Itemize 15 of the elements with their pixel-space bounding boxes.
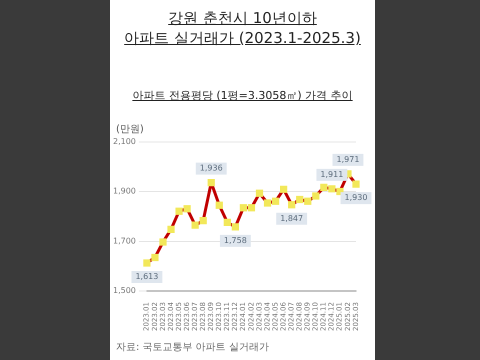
- y-tick-label: 1,500: [112, 286, 136, 296]
- data-label: 1,911: [320, 170, 344, 179]
- data-label: 1,971: [336, 154, 360, 164]
- chart-subtitle: 아파트 전용평당 (1평=3.3058㎡) 가격 추이: [132, 89, 353, 102]
- data-label: 1,936: [200, 164, 223, 173]
- y-tick-label: 1,700: [112, 236, 136, 246]
- data-label: 1,613: [135, 272, 158, 282]
- y-axis-title: (만원): [116, 123, 144, 136]
- y-tick-label: 2,100: [112, 136, 136, 146]
- chart-title: 강원 춘천시 10년이하 아파트 실거래가 (2023.1-2025.3): [124, 9, 361, 47]
- data-label: 1,930: [344, 193, 368, 202]
- y-tick-label: 1,900: [112, 186, 136, 196]
- data-label: 1,758: [224, 236, 247, 245]
- text: 자료: 국토교통부 아파트 실거래가: [116, 341, 269, 354]
- data-label: 1,847: [280, 214, 304, 223]
